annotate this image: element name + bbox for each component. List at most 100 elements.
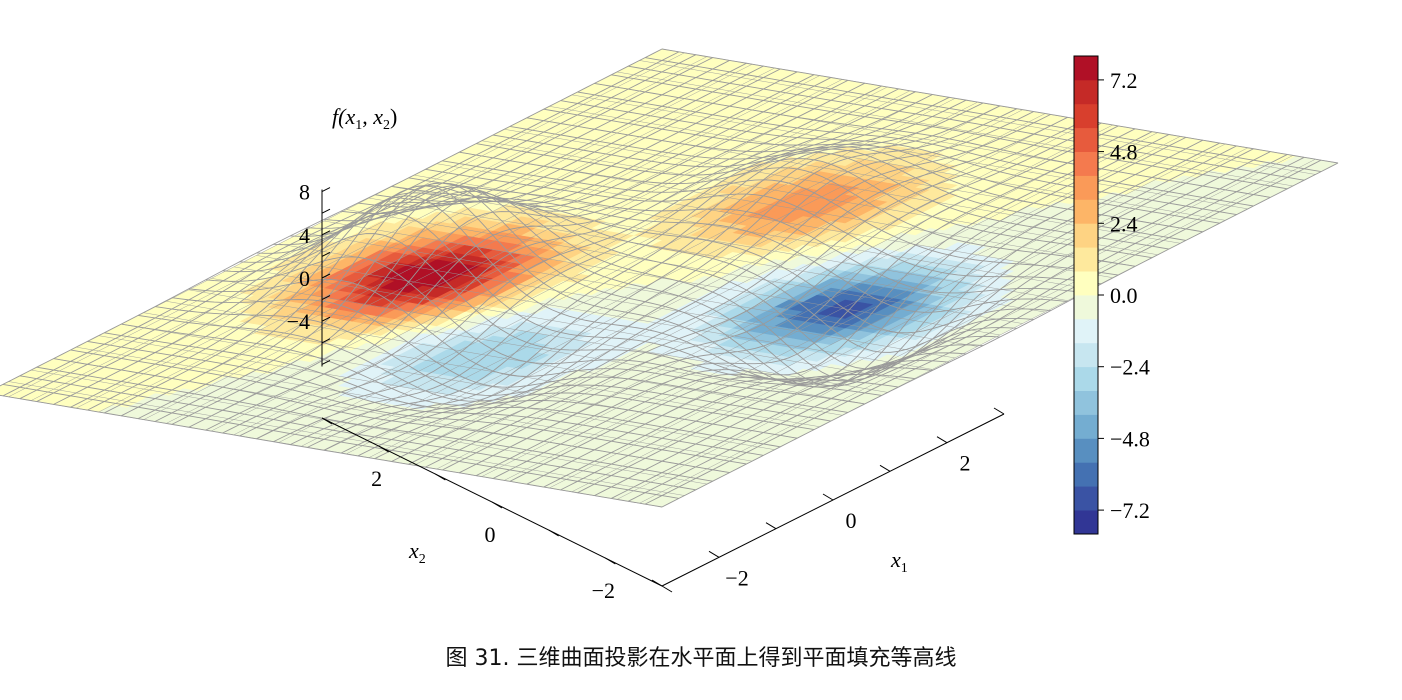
surface-mesh-line — [645, 57, 1322, 173]
x1-axis-tick — [765, 522, 777, 530]
surface-mesh-line — [227, 51, 680, 278]
surface-mesh-line — [309, 68, 781, 278]
surface-mesh-line — [306, 278, 639, 448]
x1-axis-label: x1 — [890, 547, 908, 576]
surface-mesh-line — [307, 185, 610, 278]
surface-mesh-line — [205, 278, 443, 431]
surface-mesh-line — [594, 82, 1271, 198]
surface-mesh-line — [997, 145, 1237, 278]
x2-axis-tick — [605, 557, 616, 565]
colorbar-segment — [1074, 295, 1098, 320]
colorbar-segment — [1074, 438, 1098, 463]
surface-mesh-line — [137, 278, 344, 420]
surface-mesh-line — [839, 278, 1068, 313]
colorbar-tick-label: 7.2 — [1110, 68, 1138, 93]
colorbar-segment — [1074, 223, 1098, 248]
colorbar-segment — [1074, 79, 1098, 105]
surface-mesh-line — [476, 143, 1153, 259]
surface-mesh-line — [265, 256, 404, 278]
x1-tick-label: −2 — [725, 565, 748, 590]
surface-mesh-line — [222, 233, 444, 278]
axes: 8 4 0 −4 2 0 −2 −2 0 2 — [287, 180, 1005, 603]
surface-mesh-line — [411, 82, 866, 278]
surface-mesh-line — [1090, 159, 1322, 278]
plane-grid-line — [616, 71, 1293, 187]
surface-mesh-line — [239, 278, 516, 437]
surface-mesh-line — [718, 278, 1017, 370]
x1-axis-tick — [822, 493, 834, 501]
surface-mesh-line — [584, 96, 950, 278]
z-axis-label: f(x1, x2) — [332, 104, 397, 133]
x2-axis-tick — [661, 585, 673, 593]
colorbar-tick-label: −4.8 — [1110, 426, 1150, 451]
surface-mesh-line — [683, 108, 1018, 278]
colorbar-segment — [1074, 486, 1098, 511]
surface-mesh-line — [1014, 148, 1254, 278]
z-axis-tick — [321, 316, 331, 322]
surface-mesh-line — [1049, 154, 1288, 278]
z-tick-label: −4 — [287, 309, 310, 334]
surface-mesh-line — [661, 48, 1339, 164]
colorbar-segment — [1074, 151, 1098, 176]
surface-mesh-line — [171, 278, 387, 425]
surface-wireframe-below — [0, 278, 1114, 508]
colorbar-segment — [1074, 103, 1098, 129]
surface-mesh-line — [1031, 151, 1271, 278]
surface-mesh-line — [492, 134, 1170, 250]
colorbar-segment — [1074, 199, 1098, 224]
surface-mesh-line — [120, 278, 326, 417]
surface-mesh-line — [611, 74, 1288, 190]
x2-axis-tick — [378, 445, 389, 453]
surface-mesh-line — [290, 278, 614, 446]
surface-mesh-line — [104, 278, 311, 414]
surface-mesh-line — [0, 278, 210, 387]
surface-mesh-line — [290, 182, 570, 278]
surface-mesh-line — [87, 278, 297, 411]
surface-mesh-line — [391, 185, 842, 278]
x1-axis-tick — [936, 436, 948, 444]
colorbar: 7.2 4.8 2.4 0.0 −2.4 −4.8 −7.2 — [1073, 55, 1150, 535]
surface-mesh-line — [924, 134, 1170, 278]
surface-mesh-line — [256, 195, 508, 278]
z-tick-label: 4 — [299, 223, 310, 248]
surface-mesh-line — [53, 278, 273, 405]
surface-mesh-line — [442, 160, 1119, 276]
surface-mesh-line — [944, 136, 1187, 278]
surface-mesh-line — [441, 85, 882, 278]
surface-mesh-line — [636, 102, 984, 278]
x1-axis-tick — [708, 550, 720, 558]
surface-mesh-line — [628, 65, 1305, 181]
x1-axis-tick — [651, 579, 663, 587]
colorbar-segment — [1074, 56, 1098, 81]
surface-mesh-line — [560, 100, 1237, 216]
surface-mesh-line — [980, 142, 1220, 278]
chart-figure: 8 4 0 −4 2 0 −2 −2 0 2 7.2 4.8 2.4 0.0 −2.4 −4.8 −7.2 f… — [0, 48, 1339, 603]
surface-mesh-line — [154, 278, 364, 422]
plane-grid-line — [98, 67, 775, 413]
colorbar-segment — [1074, 247, 1098, 272]
surface-mesh-line — [902, 131, 1153, 278]
surface-mesh-line — [878, 128, 1136, 278]
z-axis-tick — [321, 208, 331, 214]
surface-mesh-line — [852, 125, 1119, 278]
surface-mesh-line — [2, 278, 230, 397]
plane-grid-line — [76, 63, 753, 409]
surface-mesh-line — [256, 278, 554, 440]
colorbar-segment — [1074, 510, 1098, 535]
colorbar-segment — [1074, 414, 1098, 439]
surface-mesh-line — [384, 79, 849, 278]
x2-tick-label: −2 — [592, 578, 615, 603]
surface-mesh-line — [659, 105, 1001, 278]
surface-mesh-line — [459, 151, 1136, 267]
surface-mesh-line — [323, 278, 662, 451]
surface-mesh-line — [425, 168, 1057, 278]
surface-mesh-line — [283, 62, 747, 278]
surface-mesh-line — [509, 125, 1186, 241]
surface-mesh-line — [208, 48, 663, 278]
surface-mesh-line — [543, 108, 1220, 224]
z-axis-tick — [321, 251, 331, 257]
surface-mesh-line — [258, 57, 713, 278]
surface-mesh-line — [1111, 162, 1339, 278]
surface-mesh-line — [271, 59, 730, 278]
surface-mesh-line — [823, 122, 1102, 278]
